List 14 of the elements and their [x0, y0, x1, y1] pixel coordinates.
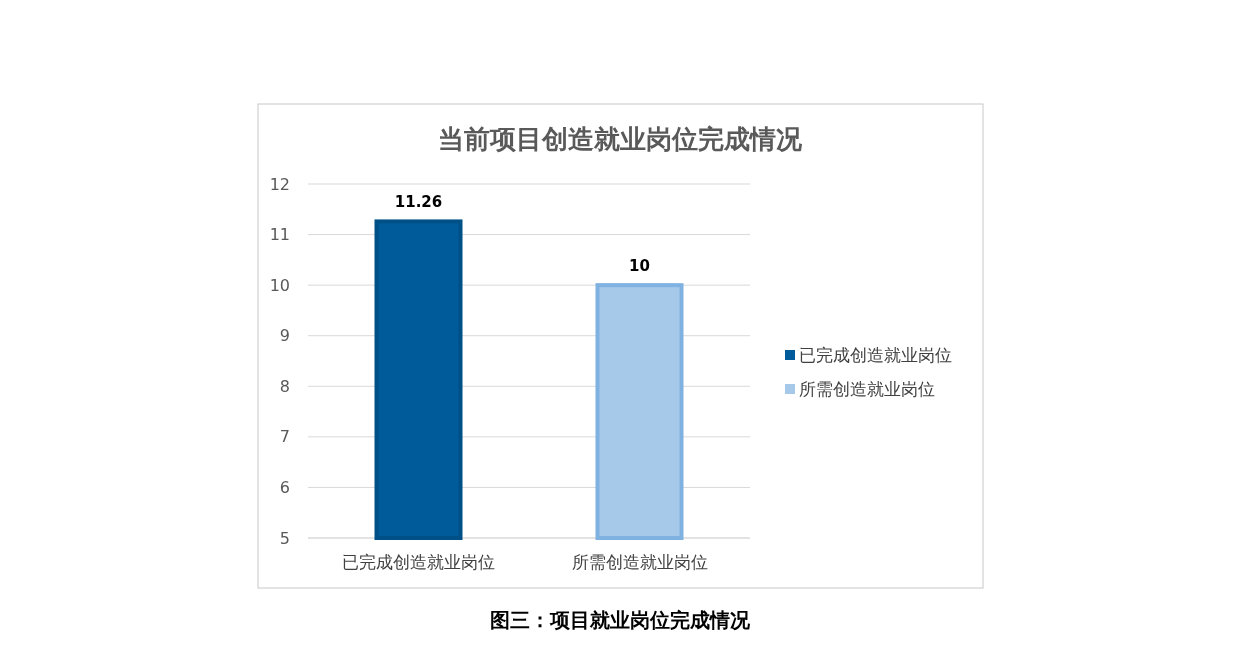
text: 图三：项目就业岗位完成情况 — [490, 608, 751, 632]
data-label: 11.26 — [394, 193, 443, 212]
y-tick-label: 11 — [269, 225, 290, 245]
y-tick-label: 8 — [279, 376, 290, 396]
data-label: 10 — [629, 257, 650, 276]
y-tick-label: 6 — [279, 478, 290, 498]
y-tick-label: 12 — [269, 174, 290, 194]
y-tick-label: 10 — [269, 275, 290, 295]
y-tick-label: 5 — [279, 528, 290, 548]
legend-label: 已完成创造就业岗位 — [799, 344, 952, 365]
chart-title: 当前项目创造就业岗位完成情况 — [438, 124, 803, 154]
y-tick-label: 9 — [279, 326, 290, 346]
y-tick-label: 7 — [279, 427, 290, 447]
legend-label: 所需创造就业岗位 — [799, 378, 935, 399]
